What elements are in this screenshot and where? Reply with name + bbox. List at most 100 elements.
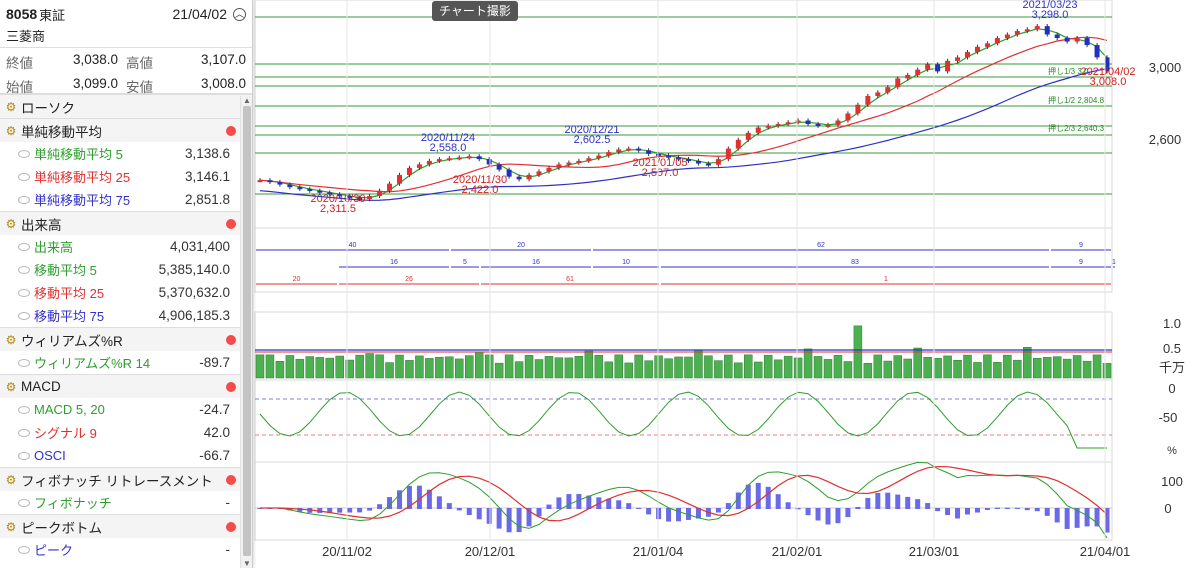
indicator-item[interactable]: 移動平均 75 4,906,185.3 — [0, 304, 252, 327]
indicator-item[interactable]: 出来高 4,031,400 — [0, 235, 252, 258]
indicator-item[interactable]: フィボナッチ - — [0, 491, 252, 514]
volume-bar — [584, 350, 594, 379]
gear-icon[interactable]: ⚙ — [5, 123, 17, 138]
gear-icon[interactable]: ⚙ — [5, 216, 17, 231]
eye-icon[interactable] — [18, 498, 30, 507]
scroll-up-icon[interactable]: ▲ — [243, 96, 251, 105]
eye-icon[interactable] — [18, 405, 30, 414]
indicator-item[interactable]: ピーク - — [0, 538, 252, 561]
section-header[interactable]: ⚙ 単純移動平均 — [0, 118, 252, 142]
section-header[interactable]: ⚙ 出来高 — [0, 211, 252, 235]
status-dot-icon[interactable] — [226, 125, 236, 136]
candle-body — [735, 139, 741, 149]
eye-icon[interactable] — [18, 149, 30, 158]
eye-icon[interactable] — [18, 172, 30, 181]
pane-frame — [254, 461, 1113, 541]
volume-bar — [534, 359, 544, 379]
indicator-value: 5,370,632.0 — [158, 285, 230, 300]
volume-bar — [325, 357, 334, 379]
volume-unit-label: 千万 — [1159, 360, 1185, 375]
macd-osci-bar — [855, 506, 861, 509]
indicator-item[interactable]: 単純移動平均 75 2,851.8 — [0, 188, 252, 211]
indicator-item[interactable]: ウィリアムズ%R 14 -89.7 — [0, 351, 252, 374]
candle-body — [885, 87, 891, 93]
x-tick-label: 20/11/02 — [322, 544, 372, 559]
symbol-header: 8058 東証 21/04/02 ︿ 三菱商 — [0, 0, 252, 48]
peak-bottom-label: 1 — [1112, 259, 1116, 266]
indicator-label: 単純移動平均 25 — [34, 170, 131, 185]
collapse-icon[interactable]: ︿ — [233, 7, 246, 21]
annotation-date: 2020/12/21 — [564, 124, 619, 136]
eye-icon[interactable] — [18, 358, 30, 367]
volume-bar — [823, 359, 833, 379]
eye-icon[interactable] — [18, 195, 30, 204]
status-dot-icon[interactable] — [226, 381, 236, 392]
section-header[interactable]: ⚙ ピークボトム — [0, 514, 252, 538]
gear-icon[interactable]: ⚙ — [5, 99, 17, 114]
indicator-item[interactable]: MACD 5, 20 -24.7 — [0, 398, 252, 421]
eye-icon[interactable] — [18, 242, 30, 251]
macd-osci-bar — [656, 508, 662, 520]
gear-icon[interactable]: ⚙ — [5, 332, 17, 347]
gear-icon[interactable]: ⚙ — [5, 519, 17, 534]
section-header[interactable]: ⚙ ローソク — [0, 94, 252, 118]
indicator-item[interactable]: 単純移動平均 25 3,146.1 — [0, 165, 252, 188]
candle-body — [616, 149, 622, 153]
section-header[interactable]: ⚙ ウィリアムズ%R — [0, 327, 252, 351]
candle-body — [446, 158, 452, 161]
eye-icon[interactable] — [18, 265, 30, 274]
macd-osci-bar — [815, 508, 821, 521]
volume-bar — [983, 354, 992, 379]
indicator-value: - — [225, 495, 231, 510]
macd-osci-bar — [755, 482, 761, 509]
indicator-item[interactable]: OSCI -66.7 — [0, 444, 252, 467]
candle-body — [307, 188, 313, 191]
annotation-value: 2,507.0 — [642, 167, 679, 179]
candle-body — [327, 192, 333, 195]
candle-body — [526, 174, 532, 180]
eye-icon[interactable] — [18, 288, 30, 297]
gear-icon[interactable]: ⚙ — [5, 379, 17, 394]
indicator-item[interactable]: 移動平均 25 5,370,632.0 — [0, 281, 252, 304]
section-header[interactable]: ⚙ フィボナッチ リトレースメント — [0, 467, 252, 491]
macd-osci-bar — [905, 496, 911, 509]
macd-osci-bar — [446, 503, 452, 509]
volume-bar — [564, 357, 574, 379]
scroll-down-icon[interactable]: ▼ — [243, 559, 251, 568]
macd-osci-bar — [606, 498, 612, 509]
volume-bar — [614, 354, 623, 379]
panel-scrollbar[interactable]: ▲ ▼ — [240, 96, 252, 568]
status-dot-icon[interactable] — [226, 521, 236, 532]
macd-osci-bar — [994, 507, 1000, 509]
volume-bar — [793, 357, 803, 379]
eye-icon[interactable] — [18, 428, 30, 437]
snapshot-button[interactable]: チャート撮影 — [432, 1, 518, 21]
eye-icon[interactable] — [18, 545, 30, 554]
macd-osci-bar — [935, 508, 941, 512]
macd-osci-bar — [456, 508, 462, 511]
x-tick-label: 21/03/01 — [909, 544, 960, 559]
status-dot-icon[interactable] — [226, 218, 236, 229]
market-label: 東証 — [39, 7, 66, 23]
williams-tick-label: 0 — [1168, 381, 1175, 396]
section-header[interactable]: ⚙ MACD — [0, 374, 252, 398]
volume-bar — [744, 354, 753, 379]
macd-osci-bar — [965, 508, 971, 515]
volume-bar — [524, 355, 534, 379]
candle-body — [785, 122, 791, 125]
scroll-thumb[interactable] — [243, 106, 251, 556]
indicator-item[interactable]: シグナル 9 42.0 — [0, 421, 252, 444]
macd-osci-bar — [357, 508, 363, 513]
eye-icon[interactable] — [18, 311, 30, 320]
open-label: 始値 — [6, 80, 33, 95]
status-dot-icon[interactable] — [226, 474, 236, 485]
gear-icon[interactable]: ⚙ — [5, 472, 17, 487]
eye-icon[interactable] — [18, 451, 30, 460]
candle-body — [825, 124, 831, 127]
volume-bar — [953, 360, 962, 379]
volume-bar — [674, 356, 683, 379]
indicator-item[interactable]: 移動平均 5 5,385,140.0 — [0, 258, 252, 281]
indicator-item[interactable]: 単純移動平均 5 3,138.6 — [0, 142, 252, 165]
status-dot-icon[interactable] — [226, 334, 236, 345]
